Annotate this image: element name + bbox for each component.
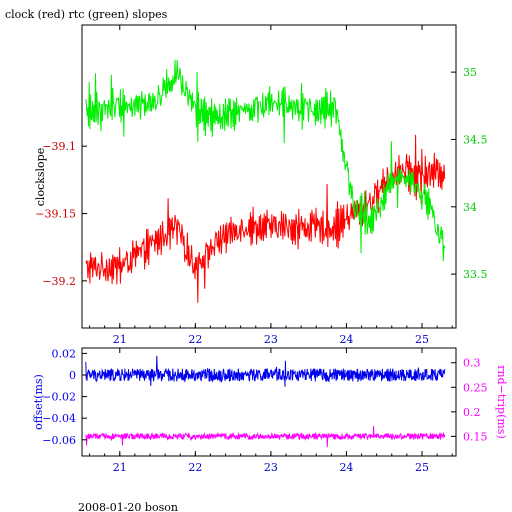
offset-series-magenta [85,425,446,448]
offset-right-tick-label: 0.3 [463,357,481,370]
footer-label: 2008-01-20 boson [78,501,178,512]
offset-left-tick-label: 0 [69,369,76,382]
chart-title: clock (red) rtc (green) slopes [5,8,168,21]
slopes-right-tick-label: 35 [463,66,477,79]
offset-panel: 21 22 23 24 25 0.02 0 −0.02 −0.04 −0.06 0.3 0.25 0.2… [32,347,508,474]
offset-plot-frame [81,347,457,457]
offset-left-axis-label: offset(ms) [32,374,45,430]
offset-left-tick-label: −0.04 [42,412,76,425]
slopes-panel: 21 22 23 24 25 −39.1 −39.15 −39.2 35 34.5 34 33.5 c… [34,24,488,346]
offset-x-tick-label: 21 [113,461,127,474]
slopes-left-axis-label: clockslope [34,148,47,206]
slopes-series-layer [85,59,446,303]
slopes-x-tick-label: 25 [415,333,429,346]
slopes-plot-frame [81,24,457,329]
rndtrip-right-axis-label: rnd−trip(ms) [495,365,508,439]
offset-series-layer [85,355,446,448]
slopes-left-tick-label: −39.15 [35,208,76,221]
offset-x-tick-label: 25 [415,461,429,474]
slopes-ticks: 21 22 23 24 25 −39.1 −39.15 −39.2 35 34.5 34 33.5 [35,25,488,346]
slopes-series-green [85,59,446,262]
slopes-right-tick-label: 34 [463,201,477,214]
offset-x-tick-label: 24 [339,461,353,474]
slopes-right-tick-label: 34.5 [463,133,488,146]
offset-left-tick-label: 0.02 [52,347,77,360]
offset-ticks: 21 22 23 24 25 0.02 0 −0.02 −0.04 −0.06 0.3 0.25 0.2… [42,347,487,474]
offset-series-blue [85,355,446,387]
offset-right-tick-label: 0.15 [463,430,488,443]
slopes-x-tick-label: 23 [264,333,278,346]
offset-left-tick-label: −0.02 [42,391,76,404]
slopes-x-tick-label: 22 [188,333,202,346]
slopes-x-tick-label: 21 [113,333,127,346]
offset-x-tick-label: 23 [264,461,278,474]
slopes-right-tick-label: 33.5 [463,268,488,281]
slopes-series-red [85,134,446,303]
offset-right-tick-label: 0.25 [463,381,488,394]
slopes-x-tick-label: 24 [339,333,353,346]
offset-left-tick-label: −0.06 [42,434,76,447]
slopes-left-tick-label: −39.1 [42,140,76,153]
offset-x-tick-label: 22 [188,461,202,474]
offset-right-tick-label: 0.2 [463,406,481,419]
slopes-left-tick-label: −39.2 [42,275,76,288]
